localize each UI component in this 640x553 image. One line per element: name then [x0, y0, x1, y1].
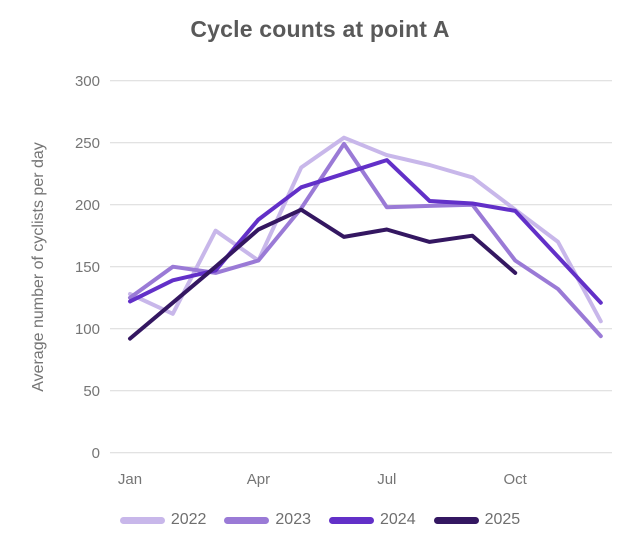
legend-swatch-2023 [224, 516, 270, 524]
legend-swatch-2025 [433, 516, 479, 524]
x-axis-tick-labels: Jan Apr Jul Oct [118, 471, 528, 488]
legend-swatch-2024 [329, 516, 374, 524]
y-tick-150: 150 [75, 259, 100, 276]
legend-label-2024: 2024 [380, 511, 416, 528]
legend-item-2022: 2022 [119, 511, 207, 529]
series-line-2022 [128, 135, 603, 324]
y-axis-tick-labels: 0 50 100 150 200 250 300 [75, 73, 100, 462]
x-tick-apr: Apr [247, 471, 270, 488]
legend-item-2025: 2025 [433, 511, 521, 529]
y-tick-100: 100 [75, 321, 100, 338]
series-line-2023 [128, 141, 603, 339]
x-tick-oct: Oct [504, 471, 528, 488]
chart-title: Cycle counts at point A [190, 16, 450, 42]
y-tick-200: 200 [75, 197, 100, 214]
y-tick-300: 300 [75, 73, 100, 90]
series-lines [128, 135, 603, 341]
series-line-2025 [128, 207, 518, 341]
legend-swatch-2022 [119, 516, 165, 524]
y-tick-50: 50 [83, 383, 100, 400]
y-tick-250: 250 [75, 135, 100, 152]
legend-label-2025: 2025 [484, 511, 521, 528]
line-chart-plot-area: 0 50 100 150 200 250 300 Jan Apr Jul Oct Average … [30, 73, 612, 488]
x-tick-jan: Jan [118, 471, 142, 488]
y-tick-0: 0 [92, 445, 100, 462]
y-axis-title: Average number of cyclists per day [30, 142, 47, 392]
x-tick-jul: Jul [377, 471, 396, 488]
legend-item-2023: 2023 [224, 511, 311, 529]
legend-item-2024: 2024 [329, 511, 416, 529]
chart-legend: 2022 2023 2024 2025 [0, 511, 640, 529]
legend-label-2022: 2022 [170, 511, 207, 528]
legend-label-2023: 2023 [275, 511, 311, 528]
